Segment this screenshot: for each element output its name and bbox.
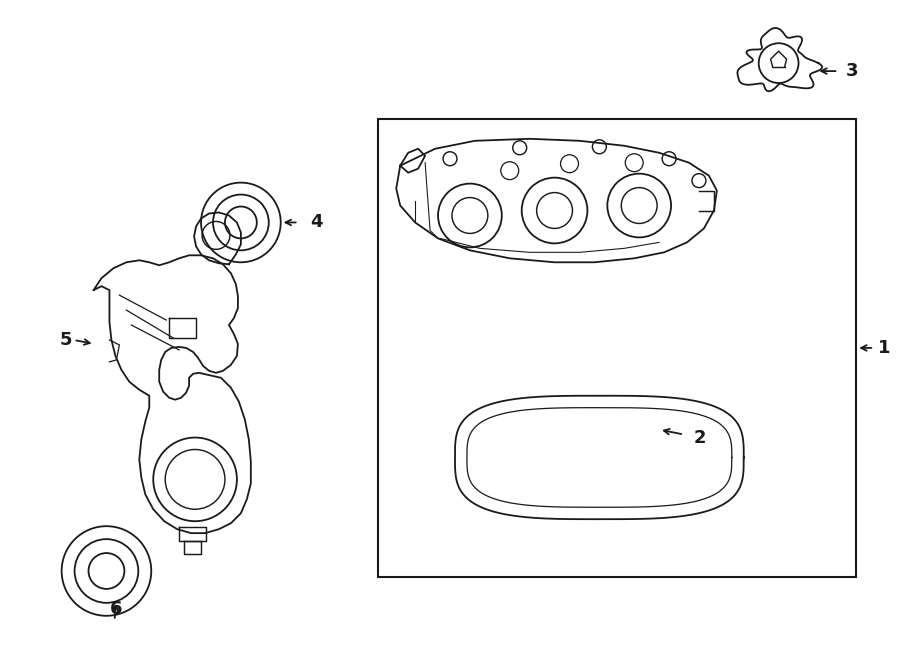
Bar	[378, 119, 856, 577]
Text: 4: 4	[310, 214, 323, 231]
Text: 1: 1	[878, 339, 891, 357]
Text: 6: 6	[110, 600, 122, 618]
Text: 5: 5	[59, 331, 72, 349]
Text: 2: 2	[694, 428, 706, 447]
Text: 3: 3	[845, 62, 858, 80]
